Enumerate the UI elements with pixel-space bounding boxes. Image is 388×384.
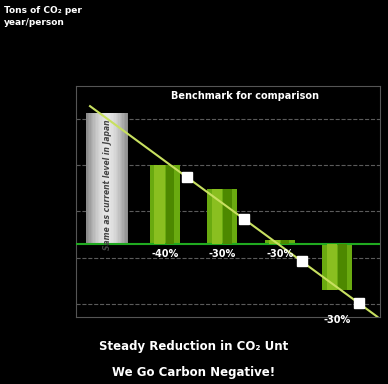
Bar	[111, 113, 113, 244]
Bar	[89, 113, 91, 244]
Bar	[120, 113, 121, 244]
Bar	[92, 113, 94, 244]
Bar	[123, 113, 124, 244]
Text: Same as current level in Japan: Same as current level in Japan	[103, 120, 112, 250]
Bar	[124, 113, 125, 244]
Bar	[125, 113, 127, 244]
Bar	[97, 113, 99, 244]
Text: We Go Carbon Negative!: We Go Carbon Negative!	[113, 366, 275, 379]
Bar	[281, 240, 289, 244]
Text: -40%: -40%	[151, 249, 178, 259]
Text: -30%: -30%	[209, 249, 236, 259]
Bar	[121, 113, 123, 244]
Bar	[338, 244, 347, 290]
Bar	[265, 240, 294, 244]
Bar	[223, 189, 232, 244]
Bar	[118, 113, 120, 244]
Bar	[95, 113, 96, 244]
Bar	[106, 113, 107, 244]
Text: Benchmark for comparison: Benchmark for comparison	[171, 91, 319, 101]
Bar	[126, 113, 128, 244]
Bar	[150, 166, 180, 244]
Bar	[88, 113, 89, 244]
Text: -30%: -30%	[266, 249, 293, 259]
Bar	[94, 113, 95, 244]
Bar	[269, 240, 279, 244]
Bar	[166, 166, 174, 244]
Bar	[102, 113, 103, 244]
Bar	[211, 189, 222, 244]
Bar	[154, 166, 165, 244]
Bar	[103, 113, 104, 244]
Bar	[96, 113, 98, 244]
Bar	[207, 189, 237, 244]
Bar	[327, 244, 337, 290]
Bar	[109, 113, 110, 244]
Bar	[87, 113, 88, 244]
Bar	[90, 113, 92, 244]
Text: -30%: -30%	[324, 316, 351, 326]
Bar	[114, 113, 116, 244]
Bar	[322, 244, 352, 290]
Bar	[99, 113, 100, 244]
Bar	[107, 113, 109, 244]
Bar	[113, 113, 114, 244]
Bar	[116, 113, 117, 244]
Text: Steady Reduction in CO₂ Unt: Steady Reduction in CO₂ Unt	[99, 340, 289, 353]
Bar	[104, 113, 106, 244]
Bar	[100, 113, 102, 244]
Text: Tons of CO₂ per
year/person: Tons of CO₂ per year/person	[4, 6, 82, 26]
Bar	[117, 113, 118, 244]
Bar	[110, 113, 111, 244]
